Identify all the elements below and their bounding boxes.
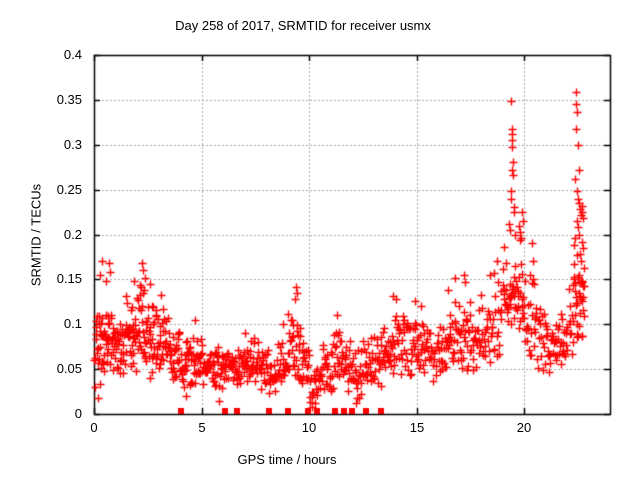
chart-title: Day 258 of 2017, SRMTID for receiver usm…	[175, 18, 431, 33]
x-axis-label: GPS time / hours	[237, 452, 337, 467]
y-tick-label-0.05: 0.05	[56, 361, 82, 376]
y-tick-label-0.4: 0.4	[63, 47, 82, 62]
y-tick-label-0: 0	[74, 406, 82, 421]
y-tick-label-0.1: 0.1	[63, 316, 82, 331]
y-tick-label-0.25: 0.25	[56, 182, 82, 197]
y-tick-label-0.3: 0.3	[63, 137, 82, 152]
y-tick-label-0.15: 0.15	[56, 271, 82, 286]
x-tick-label-5: 5	[198, 420, 206, 435]
x-tick-label-20: 20	[516, 420, 532, 435]
x-tick-label-10: 10	[301, 420, 317, 435]
y-tick-label-0.35: 0.35	[56, 92, 82, 107]
x-tick-label-0: 0	[90, 420, 98, 435]
x-tick-label-15: 15	[409, 420, 425, 435]
y-tick-label-0.2: 0.2	[63, 227, 82, 242]
